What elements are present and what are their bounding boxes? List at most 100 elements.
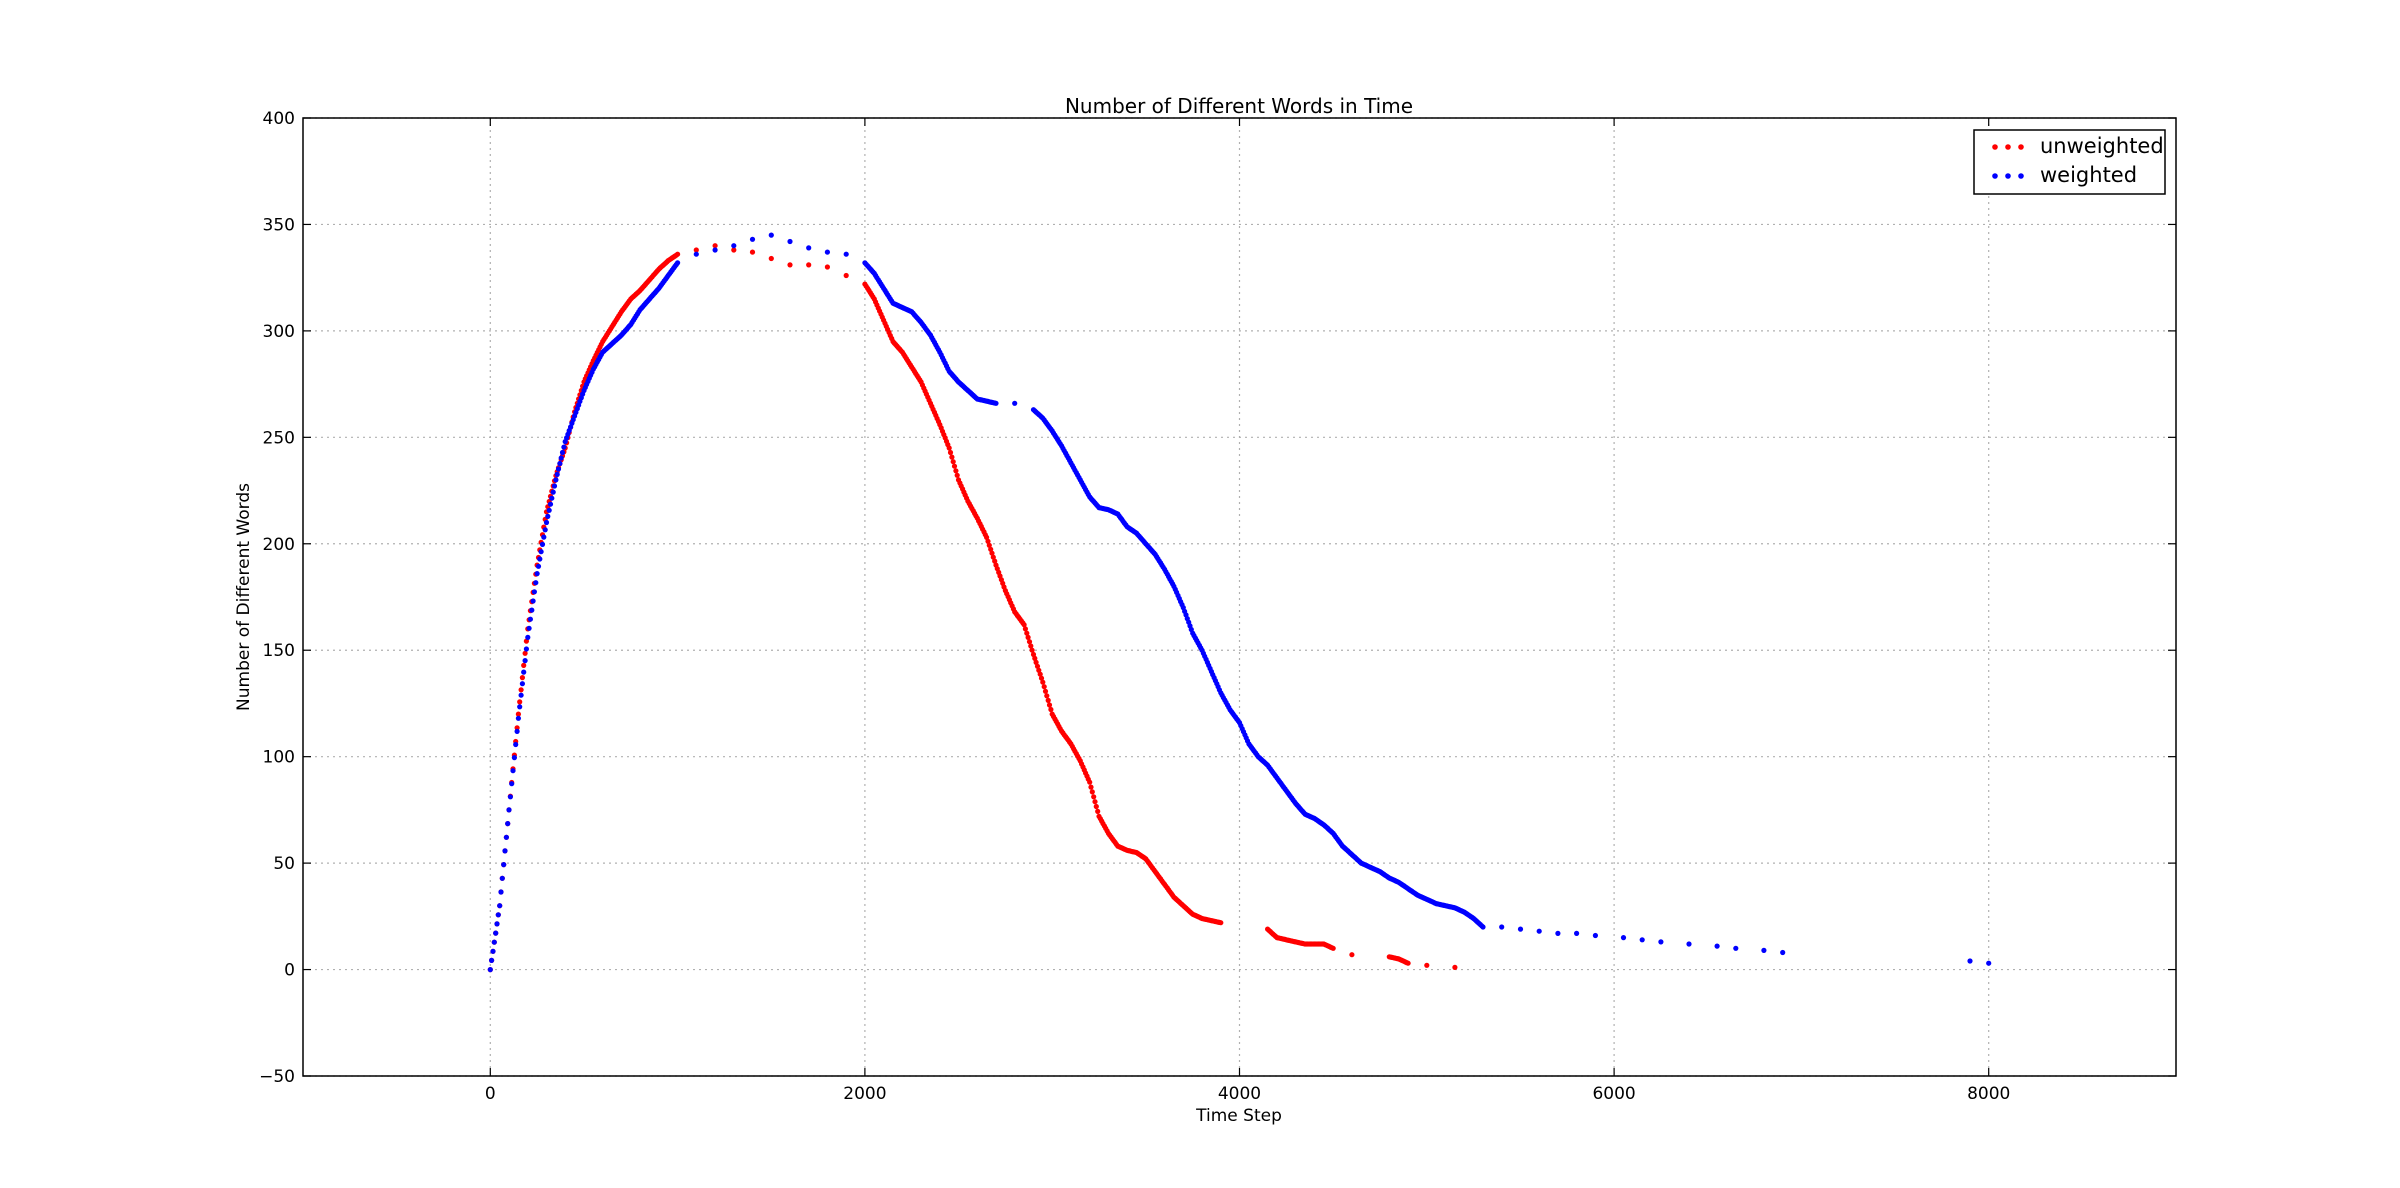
data-point-fill: [985, 538, 991, 544]
data-point-fill: [1093, 803, 1099, 810]
data-point: [1686, 941, 1692, 947]
data-point-fill: [537, 556, 543, 562]
data-point: [1349, 952, 1355, 958]
data-point-fill: [1034, 663, 1041, 669]
data-point-fill: [1029, 647, 1035, 653]
data-point-fill: [547, 501, 554, 507]
x-tick-label: 2000: [843, 1084, 886, 1104]
data-point: [1574, 930, 1580, 937]
data-point-fill: [549, 495, 555, 501]
data-point-fill: [518, 692, 524, 698]
data-point: [675, 251, 681, 257]
data-point-fill: [511, 755, 517, 761]
data-point-fill: [526, 625, 532, 631]
data-point-fill: [533, 580, 539, 586]
data-point-fill: [555, 466, 562, 472]
data-point-fill: [988, 546, 994, 552]
data-point-fill: [559, 449, 566, 456]
x-tick-label: 4000: [1218, 1084, 1261, 1104]
data-point-fill: [1089, 789, 1095, 795]
y-tick-label: 0: [284, 961, 295, 981]
data-point-fill: [494, 921, 500, 927]
y-tick-label: 200: [263, 535, 295, 555]
data-point-fill: [1044, 693, 1050, 699]
data-point: [712, 243, 718, 249]
data-point-fill: [992, 558, 998, 564]
data-point-fill: [513, 741, 519, 748]
data-point-fill: [503, 834, 509, 840]
data-point-fill: [949, 454, 955, 460]
plot-frame: [302, 117, 2177, 1077]
data-point-fill: [550, 489, 556, 495]
data-point-fill: [539, 541, 546, 548]
data-point: [843, 251, 849, 257]
data-point-fill: [953, 468, 959, 474]
data-point-fill: [517, 699, 523, 705]
data-point-fill: [558, 455, 564, 461]
data-point: [497, 903, 503, 909]
data-point: [1733, 945, 1739, 951]
legend-dot: [1992, 173, 1998, 179]
data-point: [515, 715, 522, 721]
data-point: [1040, 679, 1046, 685]
data-point-fill: [529, 607, 535, 613]
data-point-fill: [499, 875, 505, 881]
data-point-fill: [554, 471, 560, 477]
data-point: [534, 571, 540, 577]
data-point: [1639, 937, 1645, 943]
data-point: [1555, 930, 1561, 937]
data-point-fill: [947, 449, 954, 456]
legend-label-unweighted: unweighted: [2040, 134, 2164, 158]
data-point-fill: [507, 794, 513, 800]
data-point-fill: [1028, 643, 1034, 649]
grid-lines: [303, 117, 2176, 1077]
data-point-fill: [1095, 808, 1101, 815]
data-point-fill: [542, 527, 548, 533]
legend-marker-weighted: [1992, 173, 2024, 179]
data-point: [806, 262, 812, 268]
data-point-fill: [501, 862, 507, 868]
y-tick-label: 100: [263, 748, 295, 768]
data-point-fill: [986, 542, 992, 548]
y-tick-label: −50: [259, 1067, 295, 1087]
data-point-fill: [1092, 799, 1098, 805]
data-point-fill: [1022, 626, 1028, 632]
data-point-fill: [498, 889, 504, 895]
data-point: [1592, 932, 1598, 939]
data-point: [993, 400, 999, 406]
data-point: [749, 249, 756, 255]
data-point: [1021, 622, 1027, 628]
data-point: [515, 711, 522, 717]
data-point-fill: [1024, 630, 1030, 636]
data-point-fill: [509, 781, 515, 787]
data-point-fill: [514, 728, 520, 735]
legend-dot: [1992, 144, 1998, 150]
x-tick-label: 6000: [1592, 1084, 1635, 1104]
legend-label-weighted: weighted: [2040, 163, 2137, 187]
data-point: [824, 249, 831, 255]
data-point-fill: [1033, 659, 1039, 666]
chart-title: Number of Different Words in Time: [1065, 94, 1413, 118]
x-tick-label: 8000: [1967, 1084, 2010, 1104]
data-point: [1405, 960, 1411, 966]
data-point: [984, 534, 990, 541]
data-point: [768, 232, 774, 238]
data-point-fill: [522, 650, 528, 656]
legend-box: [1973, 129, 2166, 195]
data-point-fill: [1038, 675, 1045, 681]
data-point: [1012, 400, 1018, 406]
data-point-fill: [1026, 639, 1033, 645]
data-point-fill: [495, 912, 501, 918]
data-point-fill: [522, 658, 528, 664]
data-point: [1330, 945, 1336, 951]
data-point-fill: [489, 957, 495, 964]
y-tick-label: 350: [263, 215, 295, 235]
data-point-fill: [518, 687, 524, 693]
data-point: [824, 264, 831, 270]
data-point-fill: [541, 534, 547, 540]
y-tick-label: 150: [263, 641, 295, 661]
data-point: [787, 238, 793, 245]
data-point: [1620, 935, 1627, 941]
data-point: [1658, 939, 1664, 945]
data-point-fill: [521, 669, 527, 675]
